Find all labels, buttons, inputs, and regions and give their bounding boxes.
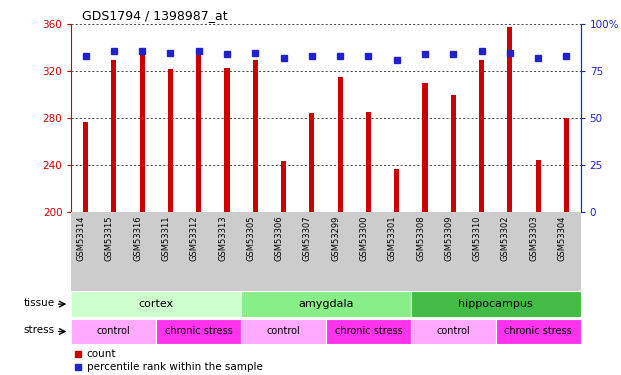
Bar — [366, 112, 371, 212]
Bar — [253, 60, 258, 212]
Bar — [338, 77, 343, 212]
Text: GSM53302: GSM53302 — [501, 216, 510, 261]
Text: GSM53309: GSM53309 — [445, 216, 453, 261]
Bar — [83, 122, 88, 212]
Bar — [394, 168, 399, 212]
Bar — [156, 319, 241, 344]
Bar — [411, 319, 496, 344]
Bar — [140, 54, 145, 212]
Text: stress: stress — [24, 325, 55, 335]
Text: tissue: tissue — [24, 298, 55, 308]
Bar — [281, 162, 286, 212]
Bar — [411, 291, 581, 317]
Bar — [224, 68, 230, 212]
Text: GSM53314: GSM53314 — [76, 216, 86, 261]
Text: chronic stress: chronic stress — [504, 327, 572, 336]
Text: control: control — [266, 327, 301, 336]
Bar — [111, 60, 116, 212]
Bar — [479, 60, 484, 212]
Bar — [71, 291, 241, 317]
Bar — [564, 118, 569, 212]
Text: GSM53306: GSM53306 — [274, 216, 284, 261]
Text: GSM53300: GSM53300 — [360, 216, 368, 261]
Text: chronic stress: chronic stress — [165, 327, 233, 336]
Text: GSM53303: GSM53303 — [529, 216, 538, 261]
Text: cortex: cortex — [138, 299, 174, 309]
Text: control: control — [97, 327, 131, 336]
Text: GSM53304: GSM53304 — [558, 216, 566, 261]
Bar — [507, 27, 512, 212]
Bar — [496, 319, 581, 344]
Bar — [241, 291, 411, 317]
Text: GSM53301: GSM53301 — [388, 216, 397, 261]
Text: GSM53312: GSM53312 — [190, 216, 199, 261]
Text: GDS1794 / 1398987_at: GDS1794 / 1398987_at — [81, 9, 227, 22]
Text: percentile rank within the sample: percentile rank within the sample — [87, 362, 263, 372]
Text: control: control — [437, 327, 470, 336]
Text: GSM53311: GSM53311 — [161, 216, 170, 261]
Bar — [451, 95, 456, 212]
Text: GSM53299: GSM53299 — [331, 216, 340, 261]
Text: GSM53310: GSM53310 — [473, 216, 482, 261]
Bar — [536, 160, 541, 212]
Text: GSM53316: GSM53316 — [133, 216, 142, 261]
Bar — [168, 69, 173, 212]
Text: GSM53313: GSM53313 — [218, 216, 227, 261]
Text: GSM53315: GSM53315 — [105, 216, 114, 261]
Bar — [309, 113, 314, 212]
Text: GSM53305: GSM53305 — [247, 216, 255, 261]
Text: hippocampus: hippocampus — [458, 299, 533, 309]
Text: count: count — [87, 349, 116, 358]
Text: GSM53308: GSM53308 — [416, 216, 425, 261]
Text: chronic stress: chronic stress — [335, 327, 402, 336]
Text: amygdala: amygdala — [298, 299, 354, 309]
Bar — [326, 319, 411, 344]
Bar — [71, 319, 156, 344]
Bar — [196, 54, 201, 212]
Bar — [241, 319, 326, 344]
Bar — [422, 83, 428, 212]
Text: GSM53307: GSM53307 — [303, 216, 312, 261]
